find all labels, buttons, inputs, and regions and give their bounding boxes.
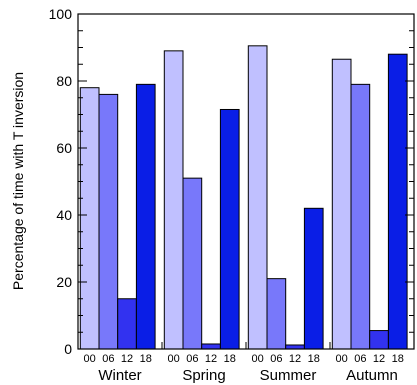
bars-layer: [79, 45, 408, 350]
bar-winter-12: [117, 298, 137, 350]
season-label-winter: Winter: [98, 367, 141, 384]
group-dividers: [161, 342, 331, 349]
hour-tick-label: 06: [270, 353, 282, 365]
bar-summer-00: [247, 45, 268, 350]
y-tick-label: 80: [56, 73, 72, 89]
hour-tick-label: 18: [392, 353, 404, 365]
season-label-spring: Spring: [182, 367, 225, 384]
y-axis-label: Percentage of time with T inversion: [10, 72, 26, 290]
hour-tick-label: 12: [205, 353, 217, 365]
y-tick-label: 60: [56, 140, 72, 156]
y-tick-label: 20: [56, 274, 72, 290]
bar-autumn-12: [369, 330, 389, 350]
hour-tick-label: 00: [168, 353, 180, 365]
hour-tick-label: 06: [354, 353, 366, 365]
bar-autumn-06: [350, 83, 371, 350]
bar-spring-18: [219, 108, 240, 350]
hour-tick-label: 06: [186, 353, 198, 365]
y-axis: 0 20 40 60 80 100: [49, 6, 414, 357]
hour-tick-label: 12: [373, 353, 385, 365]
hour-tick-label: 18: [308, 353, 320, 365]
y-tick-label: 100: [49, 6, 73, 22]
bar-autumn-00: [331, 58, 352, 350]
hour-tick-label: 12: [121, 353, 133, 365]
y-tick-label: 40: [56, 207, 72, 223]
bar-spring-12: [201, 343, 221, 350]
bar-summer-18: [303, 207, 324, 350]
hour-tick-label: 18: [224, 353, 236, 365]
season-label-autumn: Autumn: [346, 367, 398, 384]
bar-summer-12: [285, 344, 305, 350]
bar-autumn-18: [387, 53, 408, 350]
hour-tick-label: 06: [102, 353, 114, 365]
hour-tick-label: 00: [336, 353, 348, 365]
hour-tick-label: 12: [289, 353, 301, 365]
bar-spring-00: [163, 50, 184, 350]
bar-winter-06: [98, 93, 119, 350]
hour-tick-label: 00: [84, 353, 96, 365]
plot-frame: [77, 13, 415, 350]
y-tick-label: 0: [64, 341, 72, 357]
bar-spring-06: [182, 177, 203, 350]
hour-tick-label: 18: [140, 353, 152, 365]
bar-winter-18: [135, 83, 156, 350]
bar-summer-06: [266, 278, 287, 350]
bar-winter-00: [79, 87, 100, 350]
season-label-summer: Summer: [260, 367, 317, 384]
hour-tick-label: 00: [252, 353, 264, 365]
